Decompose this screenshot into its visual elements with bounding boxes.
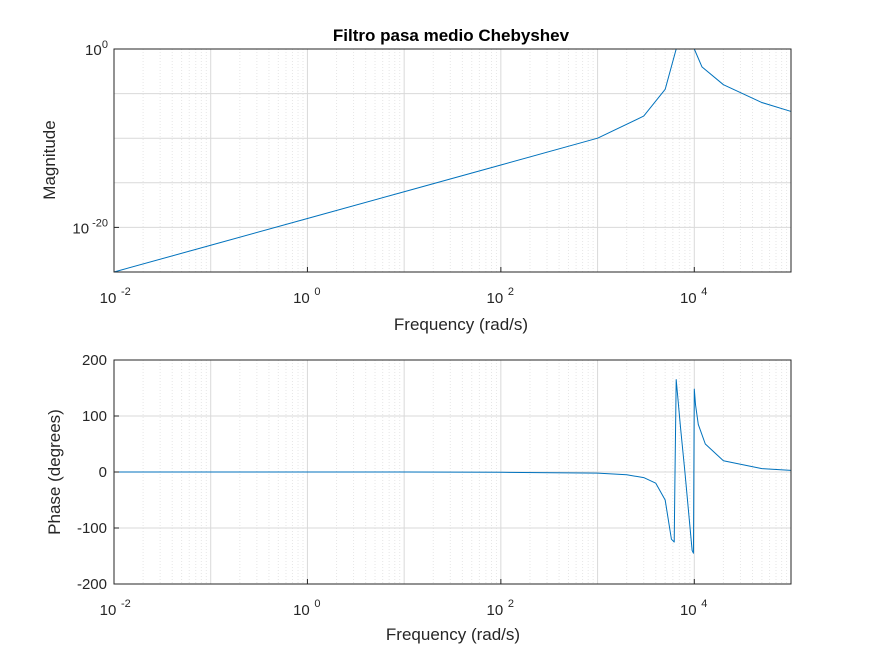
chart-title: Filtro pasa medio Chebyshev [333, 26, 570, 45]
y-tick-label: 200 [82, 352, 107, 369]
x-tick-label: 10 [487, 290, 504, 307]
y-tick-exponent: -20 [92, 217, 108, 229]
phase-y-axis-label: Phase (degrees) [45, 409, 64, 535]
x-tick-label: 10 [293, 290, 310, 307]
y-tick-label: -100 [77, 520, 107, 537]
x-tick-label: 10 [680, 290, 697, 307]
x-tick-exponent: 2 [508, 598, 514, 610]
plot-area [114, 49, 791, 272]
x-tick-exponent: 4 [701, 598, 707, 610]
x-tick-label: 10 [680, 602, 697, 619]
x-tick-exponent: 2 [508, 286, 514, 298]
y-tick-exponent: 0 [102, 39, 108, 51]
y-tick-label: 10 [85, 42, 102, 59]
magnitude-series-line [113, 48, 792, 273]
magnitude-x-axis-label: Frequency (rad/s) [394, 315, 528, 334]
axes-box [113, 48, 792, 273]
x-tick-label: 10 [487, 602, 504, 619]
x-tick-label: 10 [100, 602, 117, 619]
x-tick-label: 10 [100, 290, 117, 307]
phase-series-line [114, 379, 792, 554]
x-tick-exponent: 0 [314, 286, 320, 298]
y-tick-label: 10 [72, 220, 89, 237]
phase-x-axis-label: Frequency (rad/s) [386, 625, 520, 644]
y-tick-label: 100 [82, 408, 107, 425]
y-tick-label: -200 [77, 576, 107, 593]
magnitude-y-axis-label: Magnitude [40, 120, 59, 199]
x-tick-exponent: -2 [121, 286, 131, 298]
x-tick-label: 10 [293, 602, 310, 619]
x-tick-exponent: 0 [314, 598, 320, 610]
y-tick-label: 0 [99, 464, 107, 481]
x-tick-exponent: -2 [121, 598, 131, 610]
x-tick-exponent: 4 [701, 286, 707, 298]
